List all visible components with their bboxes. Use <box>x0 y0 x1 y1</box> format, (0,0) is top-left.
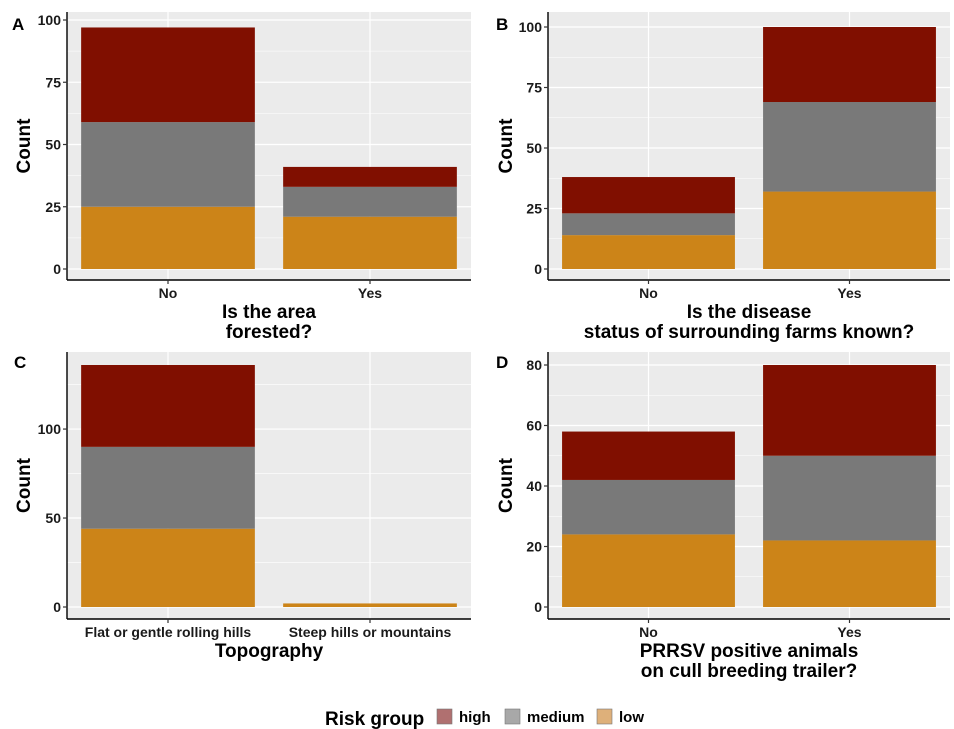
x-tick-label: Yes <box>358 285 382 301</box>
x-tick-label: No <box>639 285 658 301</box>
bar-medium-yes <box>283 186 457 217</box>
x-axis-title: Topography <box>215 641 324 662</box>
legend-label-high: high <box>459 709 491 726</box>
bar-medium-no <box>81 122 255 207</box>
legend-swatch-medium <box>504 708 521 725</box>
panel-c: 0 50 100 Flat or gentle rolling hills Steep … <box>14 352 471 662</box>
y-tick-label: 50 <box>45 510 61 526</box>
legend: Risk group high medium low <box>325 708 644 729</box>
x-axis-title: Is the disease status of surrounding farm… <box>584 302 914 343</box>
y-tick-label: 100 <box>38 421 62 437</box>
y-tick-label: 0 <box>53 261 61 277</box>
bar-medium-no <box>562 479 735 535</box>
x-axis-title-line: status of surrounding farms known? <box>584 322 914 343</box>
y-axis-title: Count <box>496 457 517 513</box>
y-tick-label: 40 <box>526 478 542 494</box>
bar-high-flat-or-gentle-rolling-hills <box>81 365 255 447</box>
bar-low-yes <box>283 216 457 269</box>
y-axis-title: Count <box>14 457 35 513</box>
legend-label-medium: medium <box>527 709 585 726</box>
panel-tag: B <box>496 15 508 34</box>
panel-a: 0 25 50 75 100 No Yes Is the area forested? Count… <box>12 12 471 343</box>
x-tick-label: No <box>159 285 178 301</box>
y-tick-label: 75 <box>45 74 61 90</box>
y-tick-label: 0 <box>534 261 542 277</box>
bar-high-no <box>562 177 735 214</box>
x-tick-label: Yes <box>837 285 861 301</box>
x-axis-title-line: forested? <box>226 322 313 343</box>
panel-tag: D <box>496 353 508 372</box>
x-axis-title: PRRSV positive animals on cull breeding t… <box>640 641 859 682</box>
bar-high-no <box>81 27 255 123</box>
x-tick-label: Steep hills or mountains <box>289 624 452 640</box>
y-tick-label: 20 <box>526 539 542 555</box>
x-axis-title-line: Topography <box>215 641 324 662</box>
x-axis-title-line: Is the disease <box>687 302 812 323</box>
legend-title: Risk group <box>325 709 424 729</box>
y-tick-label: 0 <box>53 599 61 615</box>
y-axis-title: Count <box>14 118 35 174</box>
bar-low-no <box>81 206 255 269</box>
bar-low-steep-hills-or-mountains <box>283 603 457 607</box>
bar-low-yes <box>763 540 936 607</box>
y-tick-label: 75 <box>526 80 542 96</box>
x-axis-title-line: Is the area <box>222 302 316 323</box>
bar-high-yes <box>283 166 457 187</box>
y-tick-label: 60 <box>526 418 542 434</box>
bar-low-no <box>562 235 735 269</box>
y-tick-label: 80 <box>526 357 542 373</box>
y-tick-label: 50 <box>526 140 542 156</box>
bar-high-no <box>562 431 735 480</box>
y-tick-label: 25 <box>526 201 542 217</box>
x-axis-title-line: on cull breeding trailer? <box>641 661 857 682</box>
y-tick-label: 25 <box>45 199 61 215</box>
x-tick-label: No <box>639 624 658 640</box>
bar-medium-flat-or-gentle-rolling-hills <box>81 446 255 529</box>
legend-swatch-low <box>596 708 613 725</box>
x-tick-label: Flat or gentle rolling hills <box>85 624 252 640</box>
bar-low-yes <box>763 191 936 269</box>
legend-label-low: low <box>619 709 644 726</box>
bar-high-yes <box>763 365 936 456</box>
bar-low-flat-or-gentle-rolling-hills <box>81 528 255 607</box>
bar-medium-yes <box>763 102 936 192</box>
bar-low-no <box>562 534 735 607</box>
y-tick-label: 50 <box>45 137 61 153</box>
panel-tag: A <box>12 15 24 34</box>
x-axis-title: Is the area forested? <box>222 302 316 343</box>
bar-high-yes <box>763 27 936 103</box>
x-axis-title-line: PRRSV positive animals <box>640 641 859 662</box>
x-tick-label: Yes <box>837 624 861 640</box>
y-tick-label: 100 <box>519 19 543 35</box>
y-axis-title: Count <box>496 118 517 174</box>
panel-tag: C <box>14 353 26 372</box>
y-tick-label: 100 <box>38 12 62 28</box>
bar-medium-no <box>562 213 735 236</box>
bar-medium-yes <box>763 455 936 541</box>
y-tick-label: 0 <box>534 599 542 615</box>
legend-swatch-high <box>436 708 453 725</box>
